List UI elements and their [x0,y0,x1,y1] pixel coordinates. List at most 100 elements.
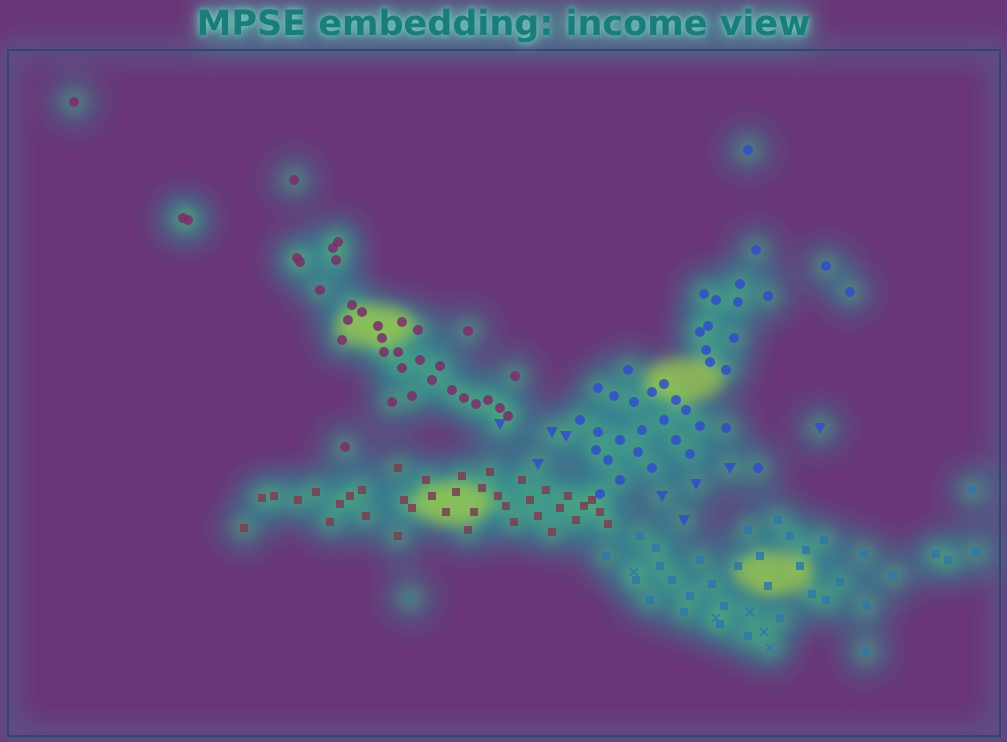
data-point-circle [629,397,639,407]
data-point-circle [575,415,585,425]
data-point-circle [763,291,773,301]
data-point-circle [735,279,745,289]
data-point-square [944,556,952,564]
data-point-square [862,648,870,656]
data-point-square [346,492,354,500]
data-point-square [744,526,752,534]
data-point-square [802,546,810,554]
data-point-square [686,592,694,600]
data-point-square [486,468,494,476]
data-point-triangle [532,459,544,470]
data-point-circle [463,326,473,336]
data-point-circle [615,475,625,485]
data-point-square [358,486,366,494]
data-point-square [534,512,542,520]
data-point-square [744,632,752,640]
data-point-circle [495,403,505,413]
data-point-circle [393,347,403,357]
data-point-x [711,613,721,623]
data-point-circle [609,391,619,401]
data-point-square [478,484,486,492]
data-point-square [656,562,664,570]
data-point-circle [69,97,79,107]
data-point-square [734,562,742,570]
data-point-circle [721,423,731,433]
data-point-square [932,550,940,558]
data-point-circle [333,237,343,247]
data-point-circle [373,321,383,331]
data-point-circle [591,445,601,455]
data-point-circle [415,355,425,365]
data-point-square [836,578,844,586]
data-point-square [776,614,784,622]
data-point-circle [623,365,633,375]
chart-title: MPSE embedding: income view [196,4,811,44]
data-point-triangle [656,491,668,502]
data-point-circle [615,435,625,445]
data-point-circle [733,297,743,307]
data-point-circle [751,245,761,255]
data-point-square [820,536,828,544]
data-point-square [510,518,518,526]
data-point-circle [729,333,739,343]
data-point-square [326,518,334,526]
data-point-circle [343,315,353,325]
data-point-square [708,580,716,588]
data-point-square [796,562,804,570]
data-point-triangle [690,479,702,490]
data-point-circle [637,425,647,435]
data-point-circle [379,347,389,357]
data-point-square [428,492,436,500]
data-point-circle [685,449,695,459]
data-point-square [362,512,370,520]
data-point-circle [703,321,713,331]
data-point-square [542,486,550,494]
data-point-circle [659,415,669,425]
data-point-circle [510,371,520,381]
data-point-square [808,590,816,598]
data-point-circle [471,399,481,409]
data-point-circle [821,261,831,271]
data-point-circle [633,447,643,457]
data-point-square [556,504,564,512]
data-point-square [696,556,704,564]
data-point-circle [593,427,603,437]
data-point-square [548,528,556,536]
density-peak [643,357,724,402]
data-point-square [604,520,612,528]
data-point-circle [743,145,753,155]
data-point-square [394,464,402,472]
data-point-circle [427,375,437,385]
data-point-circle [483,395,493,405]
data-point-circle [337,335,347,345]
data-point-circle [671,395,681,405]
data-point-circle [681,405,691,415]
data-point-x [745,607,755,617]
data-point-circle [340,442,350,452]
data-point-square [400,496,408,504]
data-point-square [494,492,502,500]
data-point-circle [721,365,731,375]
data-point-circle [407,391,417,401]
data-point-circle [459,393,469,403]
data-point-circle [595,489,605,499]
data-point-square [968,486,976,494]
data-point-square [596,508,604,516]
data-point-square [572,516,580,524]
data-point-circle [695,327,705,337]
data-point-circle [347,300,357,310]
data-point-square [270,492,278,500]
data-point-square [588,496,596,504]
data-point-circle [447,385,457,395]
data-point-square [716,620,724,628]
data-point-triangle [678,515,690,526]
data-point-circle [699,289,709,299]
data-point-triangle [546,427,558,438]
data-point-square [442,508,450,516]
data-point-circle [647,387,657,397]
data-point-circle [701,345,711,355]
data-point-circle [413,325,423,335]
data-point-square [294,496,302,504]
data-point-triangle [494,419,506,430]
